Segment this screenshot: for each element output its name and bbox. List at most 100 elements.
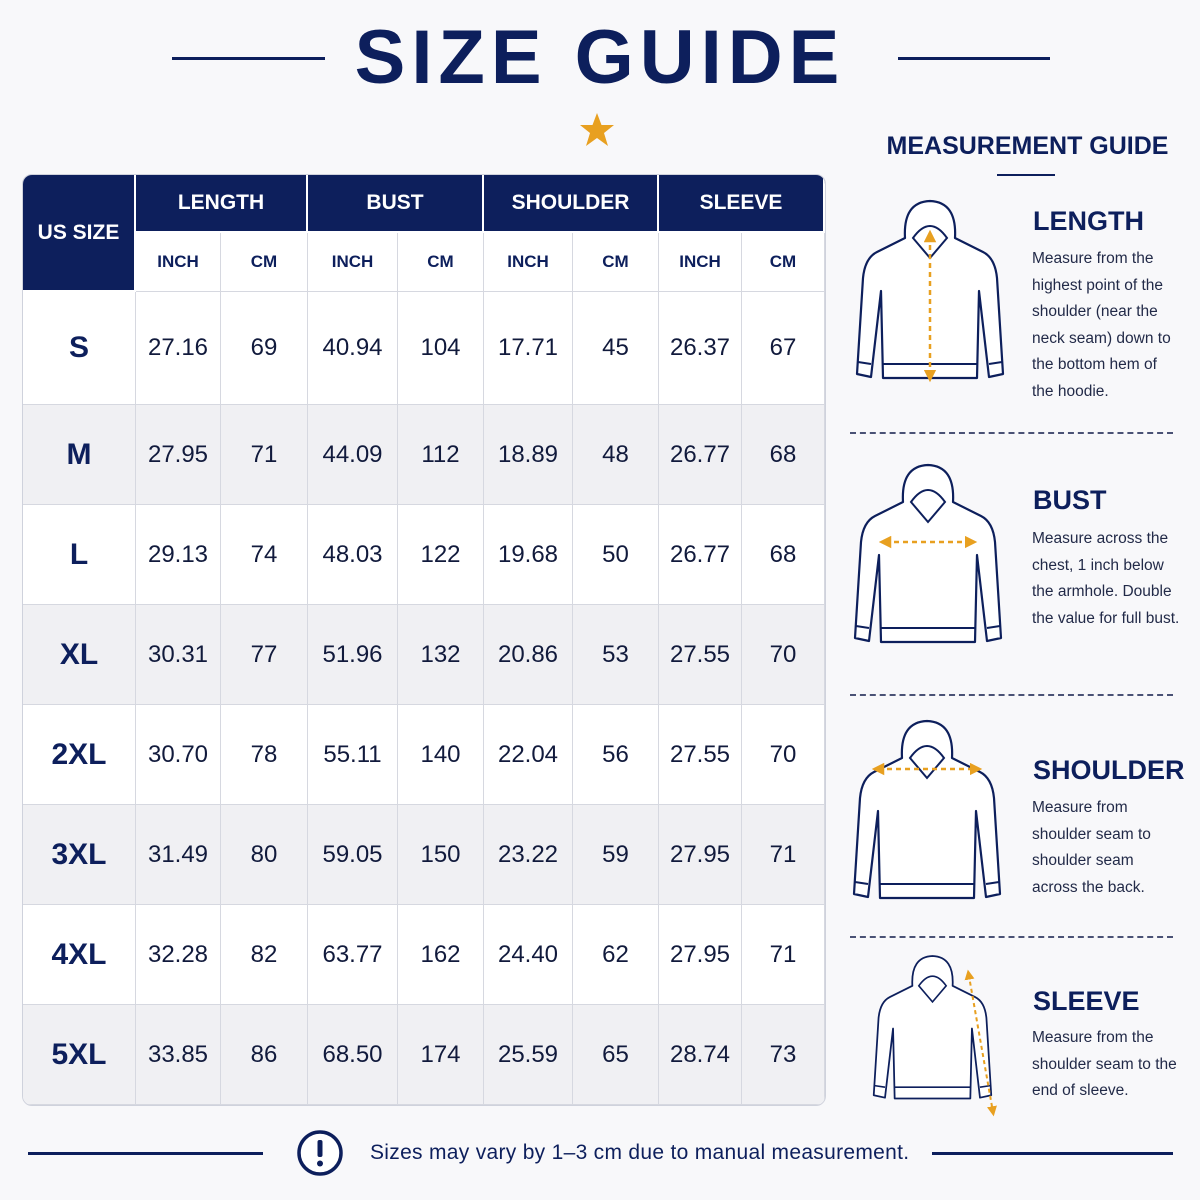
measure-cell: 27.95	[136, 405, 221, 505]
separator	[850, 432, 1173, 434]
guide-heading: BUST	[1033, 485, 1107, 515]
measure-cell: 150	[398, 805, 484, 905]
measure-cell: 31.49	[136, 805, 221, 905]
measure-cell: 71	[221, 405, 308, 505]
footer-rule	[28, 1152, 263, 1155]
size-cell: M	[23, 405, 136, 505]
hoodie-sleeve	[872, 955, 997, 1117]
size-row: S 27.16 69 40.94 104 17.71 45 26.37 67	[23, 292, 825, 405]
page-title: SIZE GUIDE	[354, 15, 846, 100]
hoodie-shoulder	[852, 716, 1002, 916]
hoodie-bust	[853, 460, 1003, 660]
guide-heading: LENGTH	[1033, 206, 1144, 236]
measure-cell: 82	[221, 905, 308, 1005]
unit-header: INCH	[308, 233, 398, 292]
measure-cell: 45	[573, 292, 659, 405]
unit-header: CM	[221, 233, 308, 292]
measure-cell: 59.05	[308, 805, 398, 905]
measure-cell: 86	[221, 1005, 308, 1105]
measure-cell: 74	[221, 505, 308, 605]
header-row: US SIZE LENGTH BUST SHOULDER SLEEVE	[23, 175, 825, 292]
measure-cell: 71	[742, 905, 825, 1005]
measure-cell: 68	[742, 405, 825, 505]
measure-cell: 132	[398, 605, 484, 705]
measure-cell: 63.77	[308, 905, 398, 1005]
guide-text: Measure from shoulder seam to shoulder s…	[1032, 799, 1151, 896]
measure-cell: 77	[221, 605, 308, 705]
measure-cell: 30.31	[136, 605, 221, 705]
info-icon	[297, 1130, 343, 1176]
unit-row: INCH CM INCH CM INCH CM INCH CM	[23, 233, 825, 292]
measure-cell: 22.04	[484, 705, 573, 805]
measure-cell: 25.59	[484, 1005, 573, 1105]
measure-cell: 27.55	[659, 605, 742, 705]
measure-cell: 27.16	[136, 292, 221, 405]
measure-cell: 68	[742, 505, 825, 605]
size-row: 4XL 32.28 82 63.77 162 24.40 62 27.95 71	[23, 905, 825, 1005]
measure-cell: 28.74	[659, 1005, 742, 1105]
hoodie-length	[855, 196, 1005, 383]
measure-cell: 50	[573, 505, 659, 605]
size-row: 3XL 31.49 80 59.05 150 23.22 59 27.95 71	[23, 805, 825, 905]
measure-cell: 70	[742, 705, 825, 805]
title-rule	[172, 57, 325, 60]
size-row: 5XL 33.85 86 68.50 174 25.59 65 28.74 73	[23, 1005, 825, 1105]
measure-cell: 44.09	[308, 405, 398, 505]
measure-cell: 65	[573, 1005, 659, 1105]
size-cell: 3XL	[23, 805, 136, 905]
measure-cell: 27.55	[659, 705, 742, 805]
measure-cell: 26.37	[659, 292, 742, 405]
size-cell: 4XL	[23, 905, 136, 1005]
measure-cell: 122	[398, 505, 484, 605]
measure-cell: 104	[398, 292, 484, 405]
measure-cell: 80	[221, 805, 308, 905]
group-header: SLEEVE	[659, 175, 825, 233]
footer-note: Sizes may vary by 1–3 cm due to manual m…	[370, 1141, 910, 1164]
measure-cell: 27.95	[659, 905, 742, 1005]
unit-header: CM	[742, 233, 825, 292]
group-header: LENGTH	[136, 175, 308, 233]
measure-cell: 71	[742, 805, 825, 905]
footer-rule	[932, 1152, 1173, 1155]
measure-cell: 33.85	[136, 1005, 221, 1105]
measure-cell: 24.40	[484, 905, 573, 1005]
measure-cell: 20.86	[484, 605, 573, 705]
size-cell: L	[23, 505, 136, 605]
measure-cell: 140	[398, 705, 484, 805]
guide-heading: SLEEVE	[1033, 986, 1140, 1016]
unit-header: CM	[398, 233, 484, 292]
measure-cell: 40.94	[308, 292, 398, 405]
measure-cell: 59	[573, 805, 659, 905]
size-row: L 29.13 74 48.03 122 19.68 50 26.77 68	[23, 505, 825, 605]
unit-header: INCH	[136, 233, 221, 292]
size-header: US SIZE	[23, 175, 136, 292]
unit-header: INCH	[659, 233, 742, 292]
measure-cell: 112	[398, 405, 484, 505]
group-header: BUST	[308, 175, 484, 233]
measure-cell: 19.68	[484, 505, 573, 605]
measure-cell: 18.89	[484, 405, 573, 505]
guide-rule	[997, 174, 1055, 176]
size-cell: S	[23, 292, 136, 405]
measure-cell: 67	[742, 292, 825, 405]
measure-cell: 27.95	[659, 805, 742, 905]
guide-text: Measure from the shoulder seam to the en…	[1032, 1029, 1177, 1099]
measure-cell: 174	[398, 1005, 484, 1105]
unit-header: CM	[573, 233, 659, 292]
separator	[850, 694, 1173, 696]
measure-cell: 48	[573, 405, 659, 505]
measure-cell: 32.28	[136, 905, 221, 1005]
measure-cell: 62	[573, 905, 659, 1005]
size-row: M 27.95 71 44.09 112 18.89 48 26.77 68	[23, 405, 825, 505]
size-cell: XL	[23, 605, 136, 705]
guide-text: Measure from the highest point of the sh…	[1032, 250, 1171, 400]
size-table: US SIZE LENGTH BUST SHOULDER SLEEVE INCH CM INC…	[22, 174, 826, 1106]
guide-text: Measure across the chest, 1 inch below t…	[1032, 530, 1180, 627]
measure-cell: 30.70	[136, 705, 221, 805]
measure-cell: 73	[742, 1005, 825, 1105]
separator	[850, 936, 1173, 938]
measure-cell: 29.13	[136, 505, 221, 605]
size-cell: 5XL	[23, 1005, 136, 1105]
group-header: SHOULDER	[484, 175, 659, 233]
